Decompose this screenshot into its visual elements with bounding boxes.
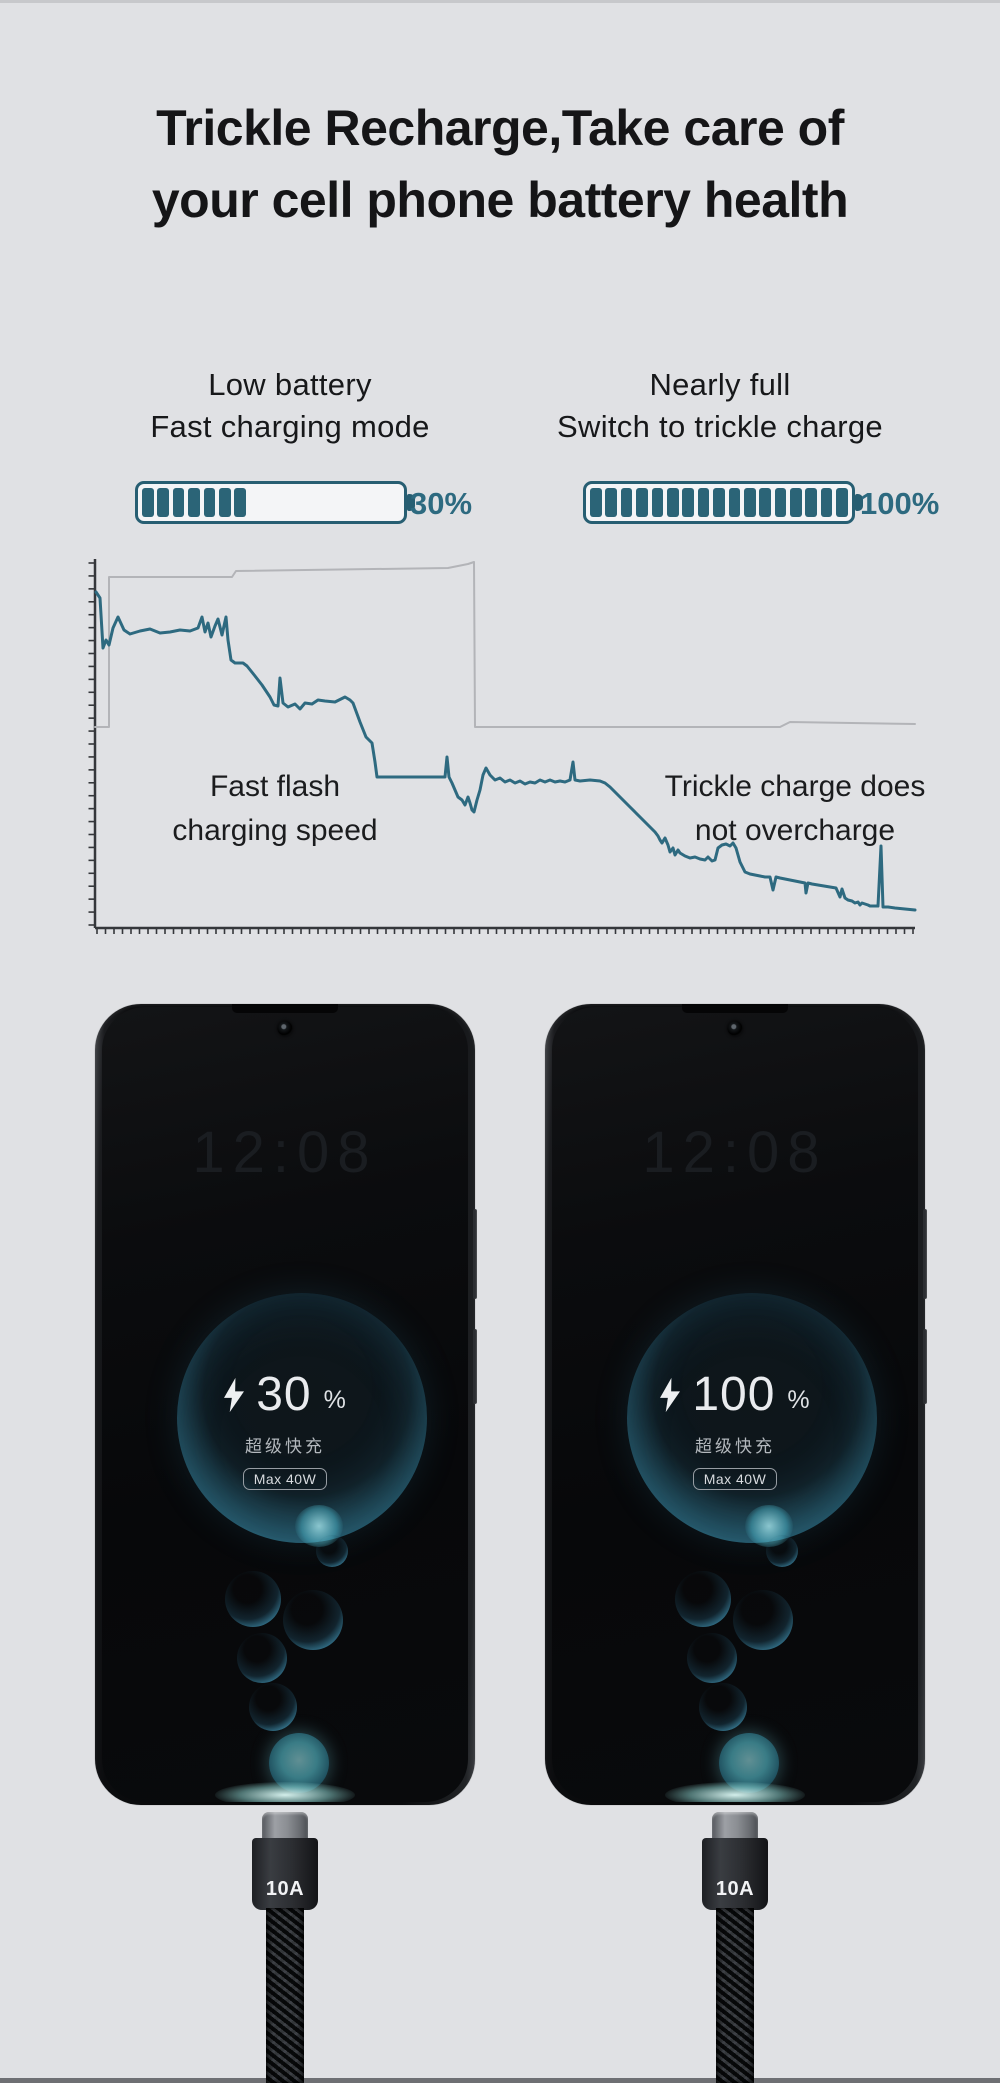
camera-icon xyxy=(727,1021,743,1036)
annotation-trickle-charge-line1: Trickle charge does xyxy=(664,770,926,803)
power-button xyxy=(923,1329,927,1404)
clock-ghost: 12:08 xyxy=(642,1120,828,1185)
bottom-strip xyxy=(0,2078,1000,2083)
chart-series xyxy=(94,561,917,912)
charge-percent-sign: % xyxy=(787,1386,810,1414)
bubble xyxy=(687,1633,737,1683)
charging-curve-chart xyxy=(88,559,917,934)
camera-icon xyxy=(277,1021,293,1036)
volume-button xyxy=(473,1209,477,1299)
usb-c-plug xyxy=(712,1812,758,1840)
page-title-line2: your cell phone battery health xyxy=(151,172,849,228)
charge-percent-value: 30 xyxy=(256,1368,312,1421)
page-title-line1: Trickle Recharge,Take care of xyxy=(156,100,844,156)
percent-row: 100 % xyxy=(552,1367,918,1422)
bubble xyxy=(225,1571,281,1627)
connector-10a-label: 10A xyxy=(265,1878,305,1900)
clock-ghost: 12:08 xyxy=(192,1120,378,1185)
phone-fast-charging: 12:08 30 % 超级快充 Max 40W xyxy=(95,1004,477,1805)
bubble xyxy=(249,1683,297,1731)
bubble xyxy=(699,1683,747,1731)
annotation-trickle-charge: Trickle charge does not overcharge xyxy=(610,765,980,853)
battery-indicator-100 xyxy=(583,481,863,524)
bubble xyxy=(237,1633,287,1683)
lightning-icon xyxy=(660,1377,681,1412)
top-strip xyxy=(0,0,1000,3)
battery-percent-30: 30% xyxy=(410,486,473,521)
phone-screen: 12:08 30 % 超级快充 Max 40W xyxy=(102,1007,468,1802)
connector-10a-label: 10A xyxy=(715,1878,755,1900)
connector-body: 10A xyxy=(252,1838,318,1910)
volume-button xyxy=(923,1209,927,1299)
lightning-icon xyxy=(224,1377,245,1412)
charge-percent-value: 100 xyxy=(692,1368,776,1421)
low-battery-heading-line2: Fast charging mode xyxy=(150,409,430,444)
connector-body: 10A xyxy=(702,1838,768,1910)
percent-row: 30 % xyxy=(102,1367,468,1422)
annotation-fast-flash-line2: charging speed xyxy=(172,814,378,847)
annotation-trickle-charge-line2: not overcharge xyxy=(694,814,896,847)
usb-c-plug xyxy=(262,1812,308,1840)
power-button xyxy=(473,1329,477,1404)
charging-bubble-sphere xyxy=(627,1293,877,1547)
nearly-full-heading-line2: Switch to trickle charge xyxy=(557,409,883,444)
charging-bubble-sphere xyxy=(177,1293,427,1547)
low-battery-heading-line1: Low battery xyxy=(208,367,372,402)
max-power-badge: Max 40W xyxy=(242,1468,328,1490)
speaker-notch xyxy=(232,1004,338,1013)
bubble xyxy=(316,1535,348,1567)
nearly-full-heading-line1: Nearly full xyxy=(649,367,791,402)
super-fast-charge-label: 超级快充 xyxy=(695,1437,775,1456)
max-power-badge: Max 40W xyxy=(692,1468,778,1490)
bubble xyxy=(283,1590,343,1650)
super-fast-charge-label: 超级快充 xyxy=(245,1437,325,1456)
phone-trickle-charging: 12:08 100 % 超级快充 Max 40W xyxy=(545,1004,927,1805)
charging-ui: 30 % 超级快充 Max 40W xyxy=(102,1367,468,1490)
page-title: Trickle Recharge,Take care of your cell … xyxy=(0,92,1000,236)
battery-percent-100: 100% xyxy=(860,486,940,521)
speaker-notch xyxy=(682,1004,788,1013)
axis-ticks xyxy=(88,562,914,934)
bubble xyxy=(766,1535,798,1567)
charge-port-glow xyxy=(665,1782,805,1802)
charging-ui: 100 % 超级快充 Max 40W xyxy=(552,1367,918,1490)
charge-port-glow xyxy=(215,1782,355,1802)
bubble xyxy=(675,1571,731,1627)
annotation-fast-flash: Fast flash charging speed xyxy=(95,765,455,853)
low-battery-heading: Low battery Fast charging mode xyxy=(60,364,520,448)
braided-cable xyxy=(716,1908,754,2083)
nearly-full-heading: Nearly full Switch to trickle charge xyxy=(490,364,950,448)
bubble xyxy=(733,1590,793,1650)
battery-indicator-30 xyxy=(135,481,415,524)
braided-cable xyxy=(266,1908,304,2083)
phone-screen: 12:08 100 % 超级快充 Max 40W xyxy=(552,1007,918,1802)
charge-percent-sign: % xyxy=(323,1386,346,1414)
annotation-fast-flash-line1: Fast flash xyxy=(209,770,341,803)
